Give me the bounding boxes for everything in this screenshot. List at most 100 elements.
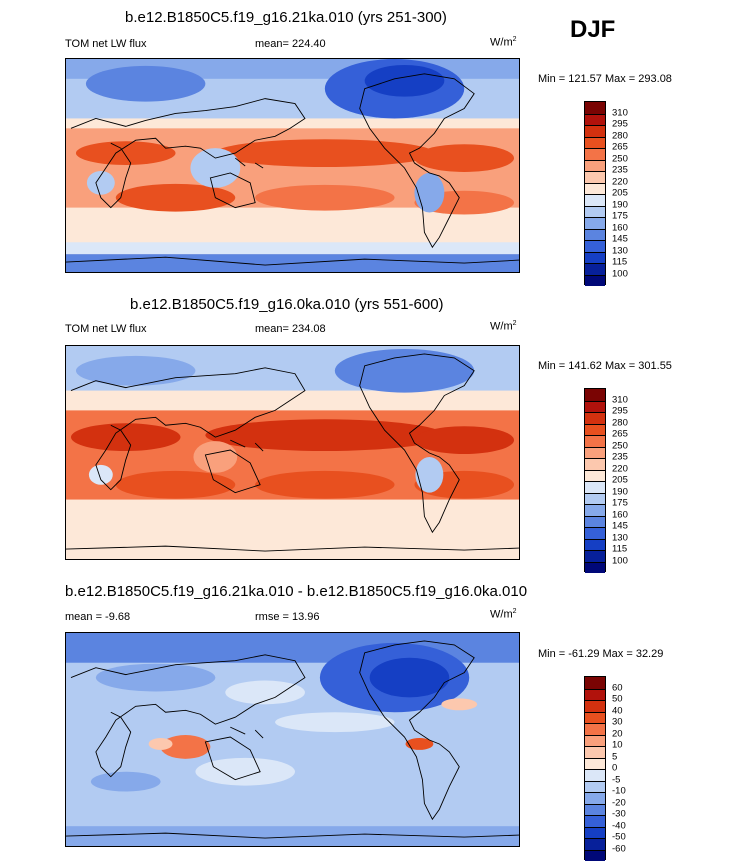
colorbar-tick-label: -10 bbox=[612, 785, 626, 797]
colorbar-swatch bbox=[585, 182, 605, 194]
colorbar-swatch bbox=[585, 723, 605, 735]
panel-3-map-svg bbox=[66, 633, 519, 846]
colorbar-tick-label: 265 bbox=[612, 141, 628, 153]
colorbar-swatch bbox=[585, 815, 605, 827]
panel-2-title: b.e12.B1850C5.f19_g16.0ka.010 (yrs 551-6… bbox=[130, 296, 444, 313]
colorbar-swatch bbox=[585, 458, 605, 470]
colorbar-swatch bbox=[585, 492, 605, 504]
colorbar-tick-label: 295 bbox=[612, 118, 628, 130]
colorbar-tick-label: 175 bbox=[612, 210, 628, 222]
colorbar-swatch bbox=[585, 400, 605, 412]
panel-2-units: W/m2 bbox=[490, 320, 517, 333]
panel-1-title: b.e12.B1850C5.f19_g16.21ka.010 (yrs 251-… bbox=[125, 9, 447, 26]
panel-3-colorbar: 60 50 40 30 20 10 5 0 -5 -10 -20 -30 -40 -50 -60 bbox=[584, 676, 626, 861]
colorbar-tick-label: 50 bbox=[612, 693, 623, 705]
colorbar-swatch bbox=[585, 838, 605, 850]
colorbar-swatch bbox=[585, 171, 605, 183]
panel-3-rmse-label: rmse = 13.96 bbox=[255, 611, 320, 623]
colorbar-tick-label: 280 bbox=[612, 417, 628, 428]
colorbar-tick-label: 205 bbox=[612, 474, 628, 486]
panel-2-colorbar: 310 295 280 265 250 235 220 205 190 175 160 145 130 1… bbox=[584, 388, 628, 573]
colorbar-tick-label: 250 bbox=[612, 440, 628, 451]
colorbar-tick-label: 5 bbox=[612, 751, 618, 762]
colorbar-tick-label: 20 bbox=[612, 728, 623, 739]
colorbar-swatch bbox=[585, 826, 605, 838]
colorbar-swatch bbox=[585, 389, 605, 401]
colorbar-swatch bbox=[585, 102, 605, 114]
panel-3-units: W/m2 bbox=[490, 608, 517, 621]
colorbar-swatch bbox=[585, 734, 605, 746]
colorbar-tick-label: -5 bbox=[612, 774, 621, 785]
colorbar-tick-label: 130 bbox=[612, 245, 628, 256]
colorbar-swatch bbox=[585, 550, 605, 562]
colorbar-tick-label: 160 bbox=[612, 509, 628, 520]
colorbar-tick-label: 220 bbox=[612, 463, 628, 474]
colorbar-swatch bbox=[585, 274, 605, 286]
colorbar-swatch bbox=[585, 538, 605, 550]
colorbar-tick-label: 250 bbox=[612, 153, 628, 164]
colorbar-swatch bbox=[585, 240, 605, 252]
colorbar-swatch bbox=[585, 113, 605, 125]
colorbar-swatch bbox=[585, 700, 605, 712]
colorbar-swatch bbox=[585, 711, 605, 723]
colorbar-swatch bbox=[585, 688, 605, 700]
colorbar-swatch bbox=[585, 469, 605, 481]
colorbar-swatch bbox=[585, 746, 605, 758]
colorbar-tick-label: 60 bbox=[612, 682, 623, 693]
colorbar-swatch bbox=[585, 159, 605, 171]
colorbar-tick-label: 100 bbox=[612, 268, 628, 279]
panel-1-units: W/m2 bbox=[490, 36, 517, 49]
colorbar-swatch bbox=[585, 148, 605, 160]
colorbar-swatch bbox=[585, 263, 605, 275]
colorbar-tick-label: -60 bbox=[612, 843, 626, 854]
colorbar-swatch bbox=[585, 561, 605, 573]
colorbar-tick-label: 220 bbox=[612, 176, 628, 187]
colorbar-swatch bbox=[585, 136, 605, 148]
colorbar-tick-label: 295 bbox=[612, 405, 628, 417]
colorbar-swatch bbox=[585, 228, 605, 240]
colorbar-swatch bbox=[585, 780, 605, 792]
colorbar-swatch bbox=[585, 757, 605, 769]
panel-3-map bbox=[65, 632, 520, 847]
colorbar-swatch bbox=[585, 194, 605, 206]
panel-1-mean-label: mean= 224.40 bbox=[255, 38, 326, 50]
colorbar-tick-label: 190 bbox=[612, 486, 628, 497]
colorbar-tick-label: 130 bbox=[612, 532, 628, 543]
colorbar-tick-label: 30 bbox=[612, 716, 623, 728]
panel-1-minmax: Min = 121.57 Max = 293.08 bbox=[538, 73, 672, 85]
colorbar-tick-label: 280 bbox=[612, 130, 628, 141]
colorbar-tick-label: 265 bbox=[612, 428, 628, 440]
colorbar-tick-label: 0 bbox=[612, 762, 618, 774]
colorbar-tick-label: -40 bbox=[612, 820, 626, 831]
colorbar-swatch bbox=[585, 435, 605, 447]
colorbar-tick-label: 115 bbox=[612, 543, 628, 555]
colorbar-tick-label: 205 bbox=[612, 187, 628, 199]
colorbar-tick-label: 10 bbox=[612, 739, 623, 751]
colorbar-swatch bbox=[585, 803, 605, 815]
colorbar-swatch bbox=[585, 205, 605, 217]
colorbar-tick-label: 235 bbox=[612, 451, 628, 463]
panel-2-map-svg bbox=[66, 346, 519, 559]
colorbar-swatch bbox=[585, 849, 605, 861]
colorbar-tick-label: -50 bbox=[612, 831, 626, 843]
colorbar-tick-label: 310 bbox=[612, 394, 628, 405]
colorbar-swatch bbox=[585, 125, 605, 137]
panel-1-map bbox=[65, 58, 520, 273]
panel-1-colorbar: 310 295 280 265 250 235 220 205 190 175 160 145 130 1… bbox=[584, 101, 628, 286]
colorbar-swatch bbox=[585, 677, 605, 689]
colorbar-tick-label: 145 bbox=[612, 233, 628, 245]
colorbar-tick-label: 100 bbox=[612, 555, 628, 566]
panel-1-variable-label: TOM net LW flux bbox=[65, 38, 147, 50]
colorbar-tick-label: 40 bbox=[612, 705, 623, 716]
colorbar-tick-label: 310 bbox=[612, 107, 628, 118]
colorbar-swatch bbox=[585, 769, 605, 781]
colorbar-swatch bbox=[585, 527, 605, 539]
colorbar-tick-label: 145 bbox=[612, 520, 628, 532]
colorbar-tick-label: -30 bbox=[612, 808, 626, 820]
colorbar-swatch bbox=[585, 446, 605, 458]
panel-3-minmax: Min = -61.29 Max = 32.29 bbox=[538, 648, 664, 660]
season-label: DJF bbox=[570, 16, 616, 43]
colorbar-tick-label: 175 bbox=[612, 497, 628, 509]
colorbar-swatch bbox=[585, 515, 605, 527]
colorbar-tick-label: 115 bbox=[612, 256, 628, 268]
